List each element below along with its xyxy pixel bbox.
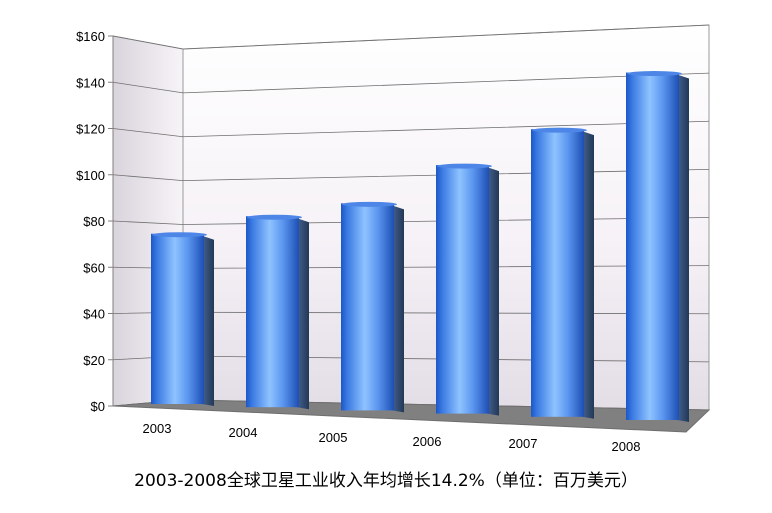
x-tick-label: 2004 — [229, 425, 258, 440]
x-tick-labels: 2003 2004 2005 2006 2007 2008 — [143, 421, 641, 454]
chart-title: 2003-2008全球卫星工业收入年均增长14.2%（单位：百万美元） — [134, 471, 638, 491]
x-tick-label: 2005 — [319, 430, 348, 445]
bar-cap — [627, 71, 682, 77]
bar-body — [151, 233, 204, 404]
bar-cap — [247, 214, 302, 220]
bar-side — [202, 235, 214, 406]
y-tick-label: $140 — [76, 75, 105, 90]
bar — [246, 214, 309, 410]
x-tick-label: 2006 — [413, 434, 442, 449]
bar-side — [677, 74, 689, 422]
x-tick-label: 2003 — [143, 421, 172, 436]
y-tick-label: $60 — [83, 260, 105, 275]
bar-body — [626, 72, 679, 420]
gridline — [112, 72, 710, 94]
bar-side — [392, 205, 404, 413]
bar-cap — [437, 163, 492, 169]
bar — [531, 127, 594, 419]
y-tick-label: $40 — [83, 307, 105, 322]
y-tick-label: $0 — [91, 399, 105, 414]
bar — [436, 163, 499, 416]
bar-side — [487, 167, 499, 416]
bar — [626, 71, 689, 422]
bar-cap — [532, 127, 587, 133]
x-tick-label: 2008 — [612, 439, 641, 454]
bar-body — [436, 165, 489, 414]
bar-cap — [152, 232, 207, 238]
gridline — [112, 24, 710, 50]
y-tick-label: $100 — [76, 168, 105, 183]
y-tick-labels: $0 $20 $40 $60 $80 $100 $120 $140 $160 — [76, 29, 105, 414]
y-tick-label: $160 — [76, 29, 105, 44]
bar-body — [531, 129, 584, 417]
bar-body — [341, 203, 394, 411]
bar-side — [297, 218, 309, 410]
bar-cap — [342, 201, 397, 207]
y-tick-label: $80 — [83, 214, 105, 229]
x-tick-label: 2007 — [509, 436, 538, 451]
y-tick-label: $120 — [76, 122, 105, 137]
bar-side — [582, 131, 594, 419]
bar-body — [246, 216, 299, 408]
y-tick-label: $20 — [83, 353, 105, 368]
bar — [341, 201, 404, 413]
bars — [151, 71, 689, 422]
gridline — [112, 120, 710, 138]
bar — [151, 232, 214, 406]
